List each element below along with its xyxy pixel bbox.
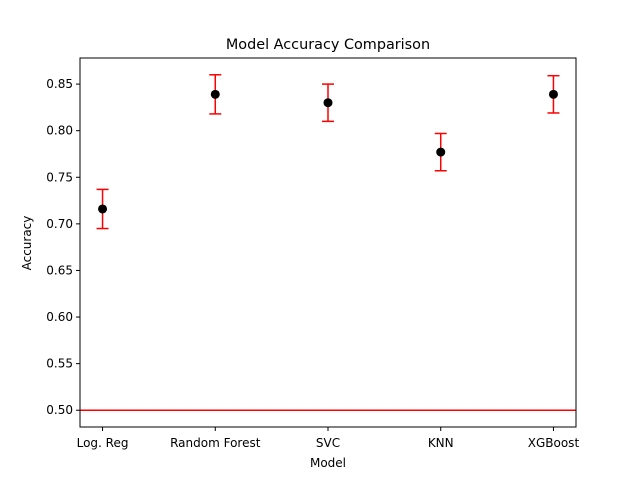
data-point: [323, 98, 333, 108]
data-point: [436, 147, 446, 157]
y-tick-label: 0.75: [46, 170, 73, 184]
x-tick-label: Random Forest: [170, 436, 261, 450]
data-point: [548, 89, 558, 99]
y-tick-label: 0.60: [46, 310, 73, 324]
ticks-layer: 0.50 0.55 0.60 0.65 0.70 0.75 0.80 0.85 Log. Reg…: [46, 77, 579, 450]
chart-title: Model Accuracy Comparison: [226, 37, 430, 53]
y-tick-label: 0.70: [46, 217, 73, 231]
y-axis-label: Accuracy: [20, 216, 34, 271]
y-tick-label: 0.85: [46, 77, 73, 91]
y-tick-label: 0.55: [46, 357, 73, 371]
x-tick-label: Log. Reg: [77, 436, 129, 450]
x-tick-label: SVC: [316, 436, 340, 450]
y-tick-label: 0.50: [46, 403, 73, 417]
x-tick-label: KNN: [428, 436, 454, 450]
marks-layer: [80, 74, 576, 411]
x-axis-label: Model: [310, 456, 346, 470]
y-tick-label: 0.65: [46, 263, 73, 277]
data-point: [210, 89, 220, 99]
data-point: [98, 204, 108, 214]
y-tick-label: 0.80: [46, 124, 73, 138]
x-tick-label: XGBoost: [528, 436, 580, 450]
